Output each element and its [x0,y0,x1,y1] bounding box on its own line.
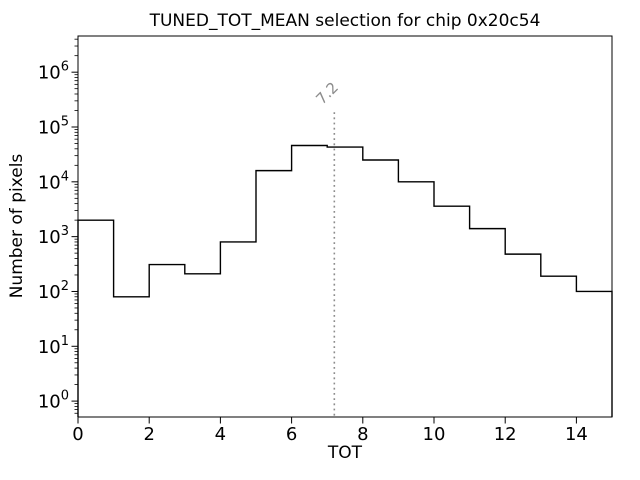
x-tick-label: 12 [494,424,517,445]
x-tick-label: 0 [72,424,83,445]
y-tick-label: 104 [38,169,69,193]
y-tick-label: 102 [38,279,69,303]
y-tick-label: 101 [38,334,69,358]
y-tick-label: 100 [38,389,69,413]
x-tick-label: 2 [143,424,154,445]
x-tick-label: 4 [215,424,226,445]
x-tick-label: 10 [423,424,446,445]
x-tick-label: 6 [286,424,297,445]
y-tick-label: 103 [38,224,69,248]
x-tick-label: 8 [357,424,368,445]
axes-frame [77,35,613,418]
histogram-line [77,144,613,417]
vline-value-label: 7.2 [312,78,342,108]
y-tick-label: 106 [38,60,69,84]
x-tick-label: 14 [565,424,588,445]
x-axis-label: TOT [327,443,363,463]
chart-title: TUNED_TOT_MEAN selection for chip 0x20c5… [149,11,541,31]
y-tick-label: 105 [38,115,69,139]
